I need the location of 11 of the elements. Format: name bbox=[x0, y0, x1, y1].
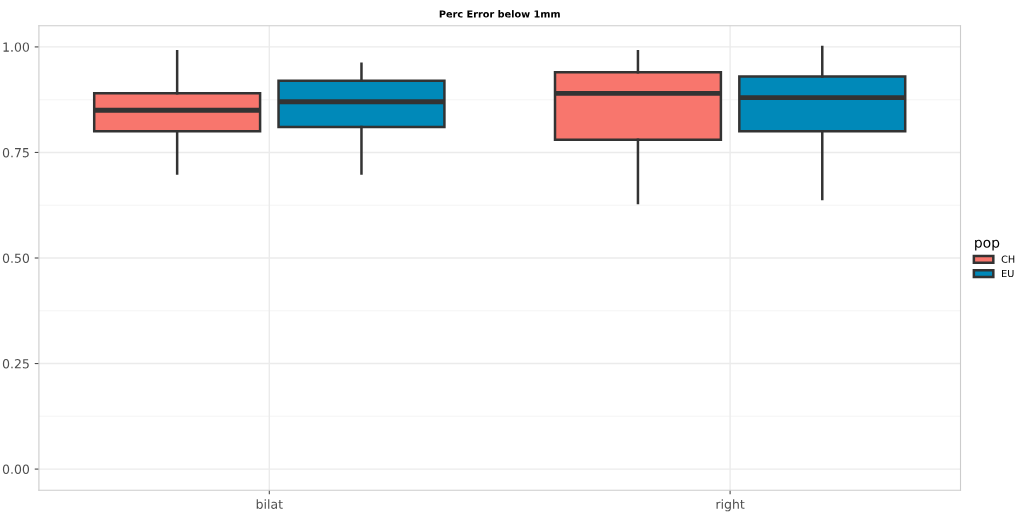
y-tick-label: 0.00 bbox=[2, 464, 30, 475]
y-tick-label: 0.75 bbox=[2, 147, 29, 158]
x-tick-label: bilat bbox=[256, 499, 283, 509]
x-tick-label: right bbox=[716, 499, 745, 512]
chart-title: Perc Error below 1mm bbox=[439, 10, 560, 18]
y-tick-label: 0.25 bbox=[2, 359, 29, 369]
y-tick-label: 0.50 bbox=[2, 253, 30, 263]
legend-label: CH bbox=[1001, 255, 1015, 263]
y-tick-label: 1.00 bbox=[3, 42, 30, 52]
legend-title: pop bbox=[975, 239, 1000, 251]
legend-label: EU bbox=[1002, 269, 1014, 278]
